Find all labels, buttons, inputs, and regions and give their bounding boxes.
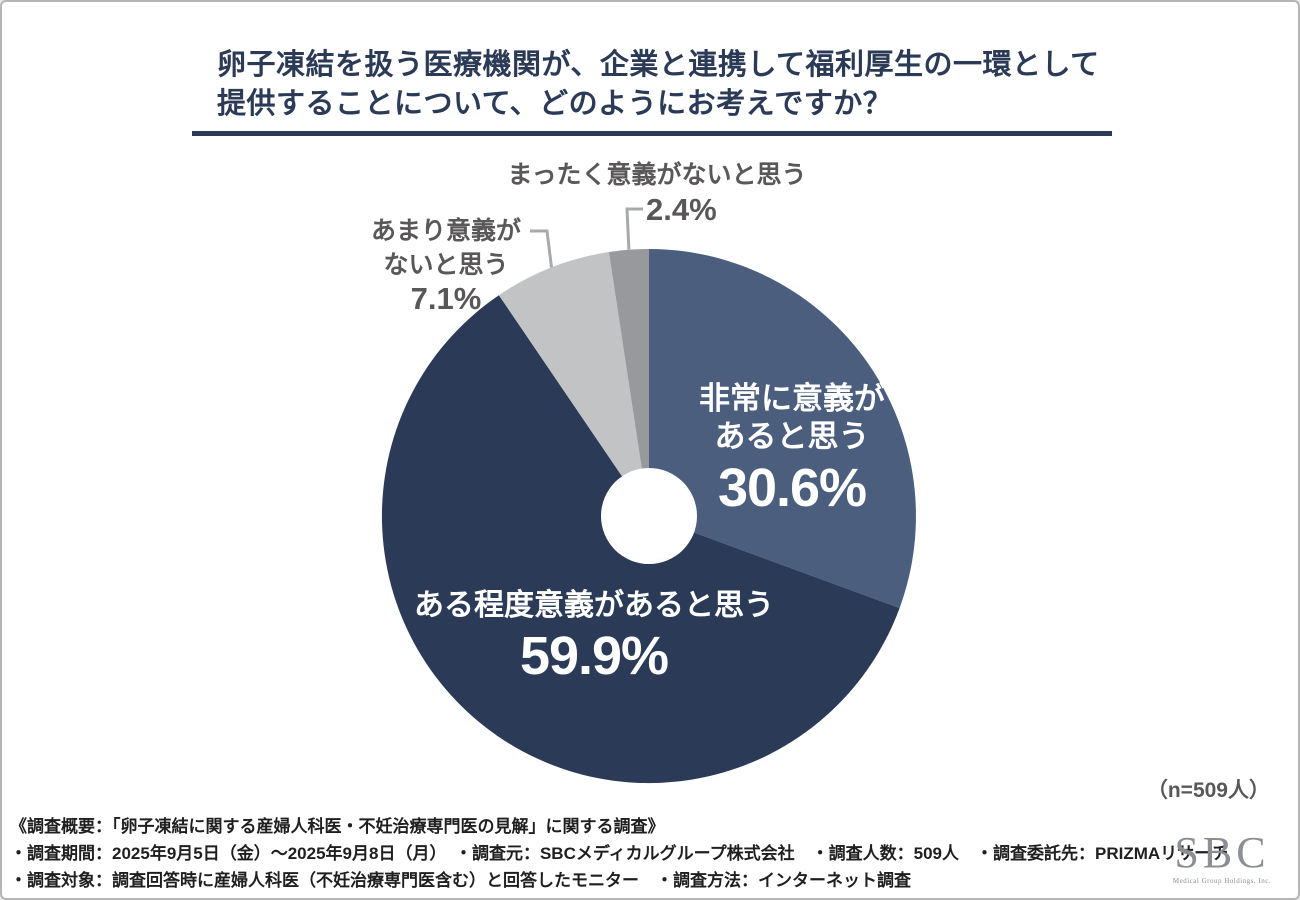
slice-label-text: あると思う — [714, 419, 870, 454]
title-line-2: 提供することについて、どのようにお考えですか？ — [217, 88, 893, 120]
pie-slice-3 — [608, 248, 649, 516]
sample-size-note: （n=509人） — [1146, 779, 1270, 802]
slice-percent-value: 2.4% — [646, 192, 717, 227]
slice-label-text: ないと思う — [383, 251, 509, 279]
slice-label-very-meaningful: 非常に意義が あると思う 30.6% — [699, 380, 885, 517]
title-line-1: 卵子凍結を扱う医療機関が、企業と連携して福利厚生の一環として — [217, 49, 1100, 81]
pie-slice-0 — [649, 249, 916, 608]
survey-summary-line-3: ・調査対象：調査回答時に産婦人科医（不妊治療専門医含む）と回答したモニター ・調… — [10, 871, 911, 890]
survey-summary-line-2: ・調査期間：2025年9月5日（金）～2025年9月8日（月） ・調査元：SBC… — [10, 844, 1229, 863]
leader-line-slice-3 — [625, 207, 643, 250]
slice-label-somewhat-meaningful: ある程度意義があると思う 59.9% — [414, 588, 774, 685]
slice-label-text: 非常に意義が — [699, 381, 885, 416]
slice-label-not-meaningful-at-all: まったく意義がないと思う — [507, 158, 806, 192]
leader-line-slice-2 — [530, 229, 553, 268]
sbc-logo-subtitle: Medical Group Holdings, Inc. — [1172, 877, 1272, 885]
slice-label-text: まったく意義がないと思う — [507, 161, 807, 189]
sbc-logo: SBC Medical Group Holdings, Inc. — [1162, 830, 1282, 886]
pie-slice-2 — [498, 252, 649, 516]
survey-summary-line-1: 《調査概要：「卵子凍結に関する産婦人科医・不妊治療専門医の見解」に関する調査》 — [10, 817, 665, 836]
sbc-logo-mark: SBC — [1174, 828, 1270, 877]
survey-summary: 《調査概要：「卵子凍結に関する産婦人科医・不妊治療専門医の見解」に関する調査》 … — [10, 813, 1229, 894]
slice-label-not-very-meaningful: あまり意義が ないと思う 7.1% — [371, 214, 521, 316]
donut-hole — [601, 468, 697, 564]
title-underline — [192, 131, 1112, 136]
slice-percent-value: 7.1% — [410, 281, 482, 316]
page-title: 卵子凍結を扱う医療機関が、企業と連携して福利厚生の一環として 提供することについ… — [217, 46, 1137, 124]
slice-percent-value: 30.6% — [717, 458, 867, 518]
slice-label-text: ある程度意義があると思う — [414, 589, 774, 622]
slice-label-text: あまり意義が — [370, 217, 522, 245]
slice-percent-value: 59.9% — [519, 626, 669, 686]
